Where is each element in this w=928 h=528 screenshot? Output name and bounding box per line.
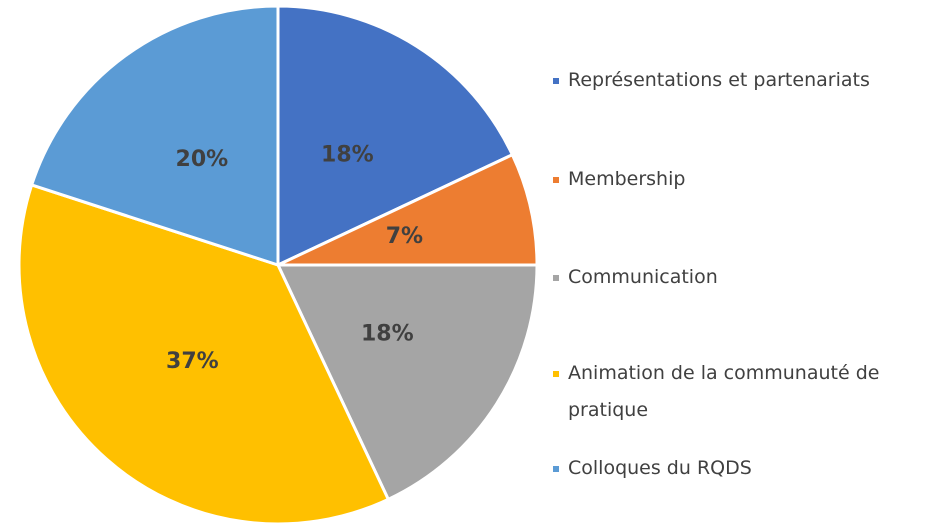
legend-marker [553,275,559,281]
legend-item: Représentations et partenariats [553,62,913,99]
pie-slice [29,4,280,268]
pie-slice [17,183,391,526]
pie-slice [276,4,515,268]
legend-marker [553,371,559,377]
slice-label: 37% [166,349,219,374]
legend-item: Colloques du RQDS [553,450,913,487]
pie-slice [275,263,539,502]
legend-label: Animation de la communauté de pratique [568,362,880,421]
legend-marker [553,78,559,84]
legend-item: Animation de la communauté de pratique [553,355,913,429]
slice-label: 20% [176,147,229,172]
legend-marker [553,177,559,183]
slice-label: 18% [321,143,374,168]
legend-marker [553,466,559,472]
legend-item: Communication [553,259,913,296]
legend-label: Communication [568,266,718,288]
legend-item: Membership [553,161,913,198]
legend-label: Membership [568,168,686,190]
pie-slice [277,152,539,267]
slice-label: 7% [386,224,423,249]
chart: 18% 7% 18% 37% 20% [17,4,539,526]
slice-label: 18% [361,321,414,346]
legend-label: Colloques du RQDS [568,457,752,479]
legend-label: Représentations et partenariats [568,69,870,91]
